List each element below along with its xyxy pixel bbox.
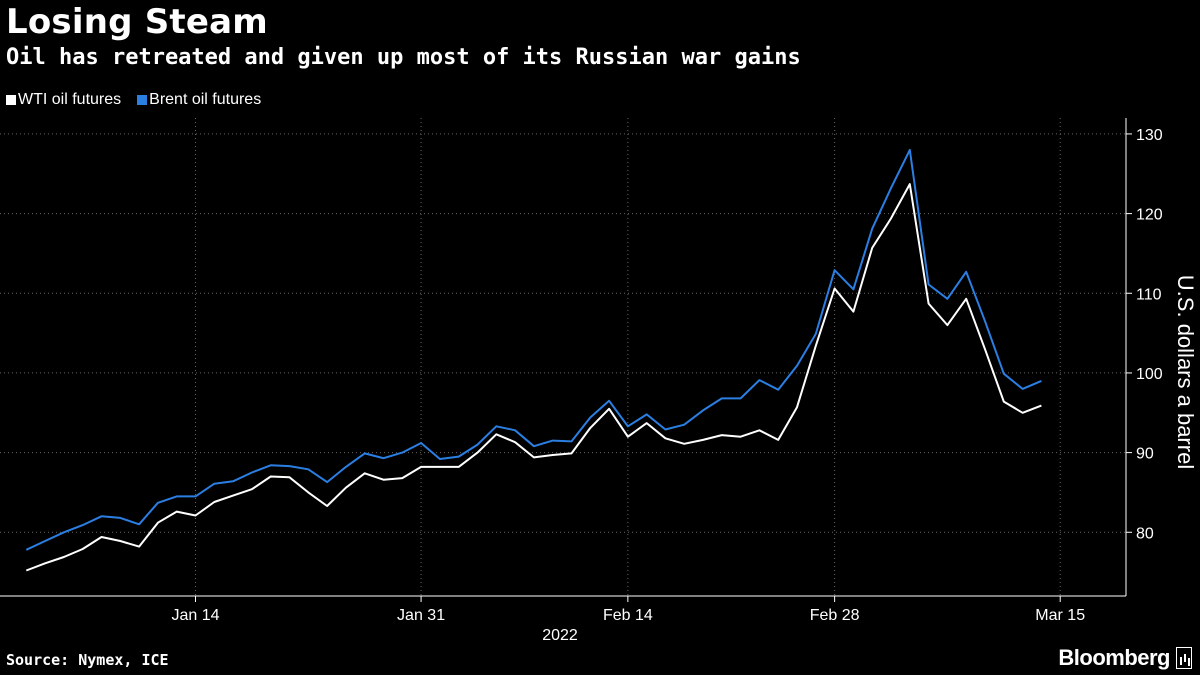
- y-tick-label: 120: [1136, 207, 1163, 224]
- legend-item-wti: WTI oil futures: [6, 91, 121, 109]
- series-line-wti: [25, 183, 1042, 572]
- x-tick-label: Jan 31: [397, 607, 445, 624]
- x-tick-label: Mar 15: [1035, 607, 1085, 624]
- grid-lines: [0, 118, 1126, 596]
- brand-text: Bloomberg: [1058, 645, 1170, 670]
- legend-label-brent: Brent oil futures: [149, 91, 262, 108]
- x-tick-label: Feb 14: [603, 607, 653, 624]
- y-tick-label: 90: [1136, 446, 1154, 463]
- legend: WTI oil futures Brent oil futures: [6, 91, 261, 109]
- legend-swatch-brent: [137, 95, 148, 105]
- series-line-brent: [25, 148, 1042, 551]
- legend-item-brent: Brent oil futures: [137, 91, 261, 109]
- series-lines: [25, 148, 1042, 572]
- chart-subtitle: Oil has retreated and given up most of i…: [6, 45, 801, 70]
- y-tick-label: 80: [1136, 525, 1154, 542]
- y-tick-label: 100: [1136, 366, 1163, 383]
- legend-label-wti: WTI oil futures: [18, 91, 122, 108]
- y-tick-label: 130: [1136, 127, 1163, 144]
- y-axis-label: U.S. dollars a barrel: [1173, 275, 1198, 469]
- x-tick-label: Jan 14: [171, 607, 219, 624]
- x-axis-label: 2022: [542, 627, 578, 644]
- bar-chart-icon: [1176, 647, 1192, 669]
- x-tick-label: Feb 28: [810, 607, 860, 624]
- y-tick-label: 110: [1136, 286, 1162, 303]
- brand-logo: Bloomberg: [1058, 645, 1192, 671]
- source-note: Source: Nymex, ICE: [6, 651, 169, 669]
- chart-title: Losing Steam: [6, 2, 268, 42]
- legend-swatch-wti: [6, 95, 16, 105]
- axes: 80 90 100 110 120 130 Jan 14 Jan 31 Feb 14 Feb 28…: [0, 118, 1163, 624]
